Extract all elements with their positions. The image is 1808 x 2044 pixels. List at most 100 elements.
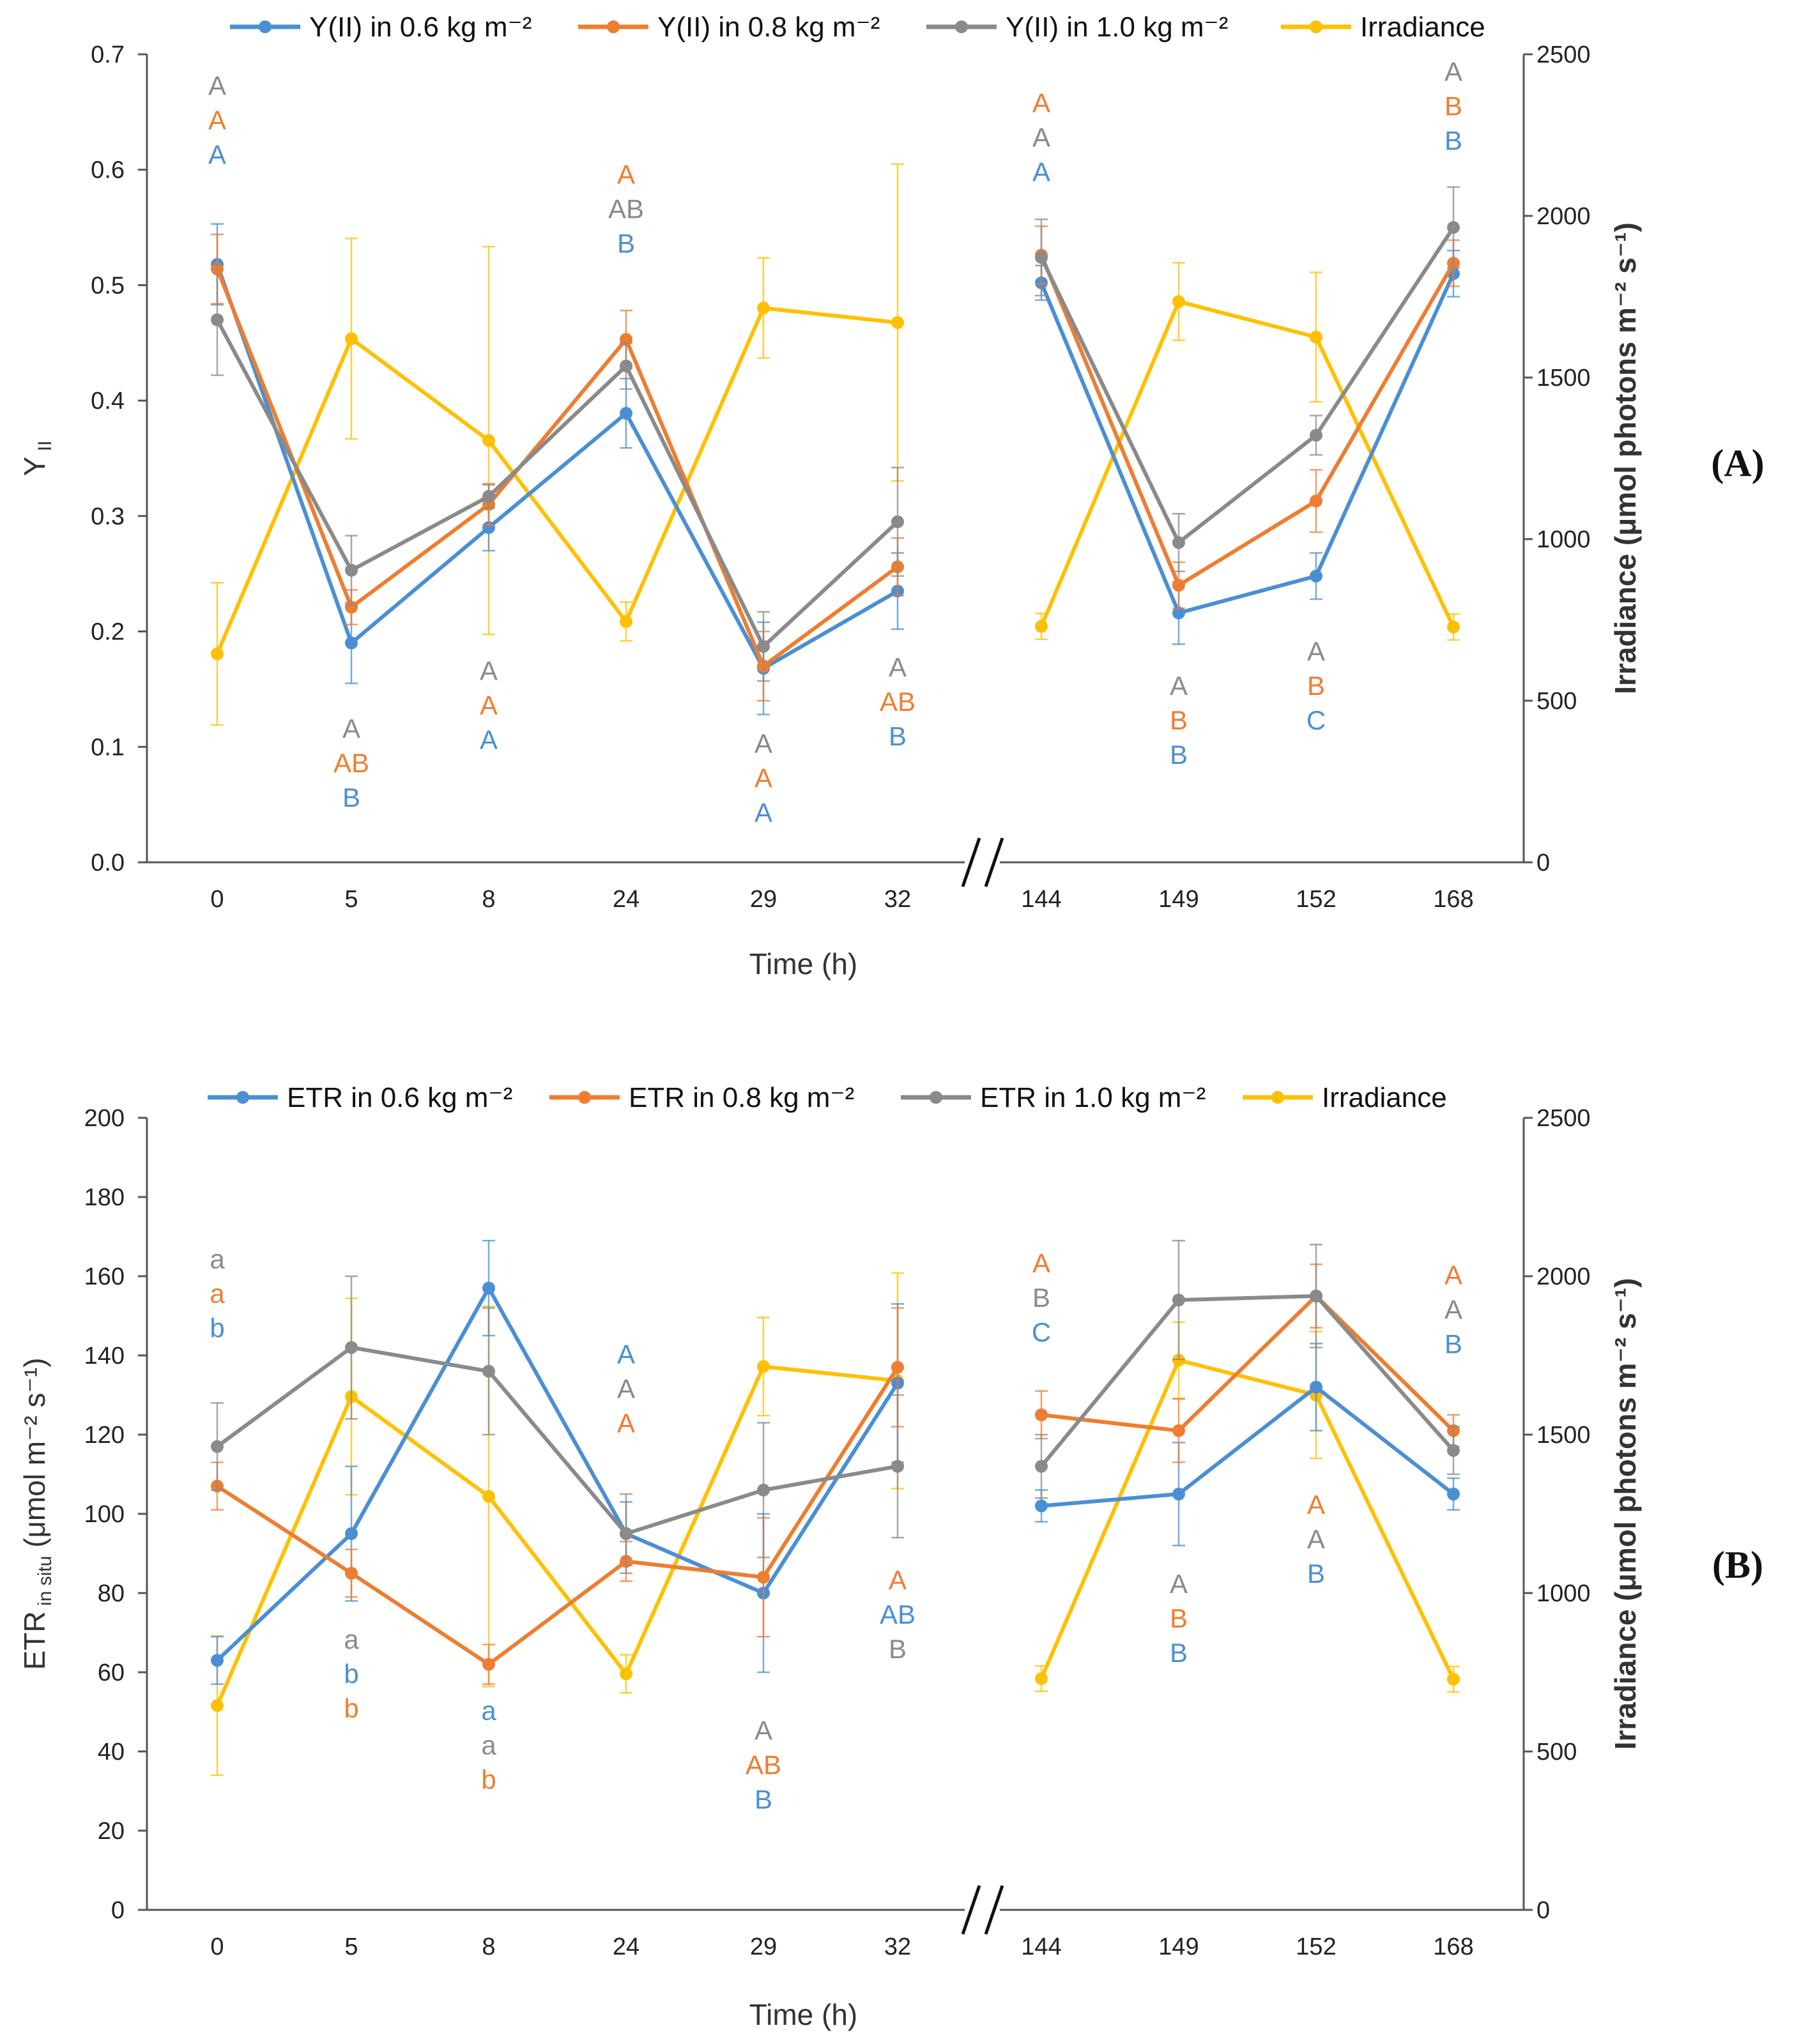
x-tick-label: 24 [613,1933,640,1960]
significance-letter: B [889,721,907,751]
series-line-segment-1 [215,263,899,671]
data-point [1035,620,1048,633]
x-tick-label: 144 [1021,886,1061,913]
significance-letter: A [1444,1260,1462,1290]
data-point [345,1341,358,1354]
legend-item: ETR in 1.0 kg m⁻² [901,1082,1206,1113]
chart-panel-a: 0.0 0.1 0.2 0.3 0.4 0.5 0.6 0.7 0 500 1000 1500 2000… [18,11,1765,980]
significance-letter: C [1032,1317,1051,1347]
significance-letter: B [755,1784,772,1814]
legend-item: Y(II) in 0.6 kg m⁻² [230,11,532,43]
x-tick-label: 8 [482,1933,495,1960]
y-tick-label-right: 1500 [1536,365,1591,392]
significance-letter: A [755,1715,772,1745]
axis-break-marker [961,837,1004,887]
data-point [1310,569,1322,583]
series-line-segment-1 [215,306,898,655]
x-tick-label: 29 [750,886,777,913]
legend-item: Irradiance [1243,1082,1447,1113]
significance-group: AAA [755,728,772,827]
significance-group: ABC [1032,1248,1051,1347]
data-point [345,1567,358,1580]
axis-break-marker [961,1885,1004,1935]
data-point [482,434,495,447]
series-line-segment-2 [1039,254,1455,588]
significance-group: A AB B [880,652,915,751]
series-line-segment-2 [1039,1294,1455,1468]
data-point [1035,1460,1048,1473]
y-tick-label-left: 0.6 [91,157,125,184]
series-line-segment-1 [216,1345,898,1536]
x-tick-label: 168 [1433,1933,1473,1960]
y-tick-label-left: 0.4 [91,388,125,415]
significance-letter: AB [608,194,644,224]
data-point [620,615,632,629]
y-tick-label-right: 500 [1536,1739,1577,1766]
series-s10 [211,186,1460,682]
significance-letter: b [344,1693,358,1723]
legend-label: ETR in 1.0 kg m⁻² [980,1082,1206,1113]
series-line-segment-2 [1039,226,1455,545]
data-point [757,640,770,653]
y-tick-label-left: 40 [98,1739,125,1766]
y-tick-label-right: 500 [1536,688,1577,715]
significance-letter: A [342,713,360,744]
y-axis-title-right: Irradiance (μmol photons m⁻² s⁻¹) [1609,1278,1642,1750]
y-tick-label-right: 2000 [1536,1263,1591,1290]
legend-label: Y(II) in 0.6 kg m⁻² [309,11,532,43]
y-tick-label-left: 180 [84,1184,125,1211]
significance-letter: A [617,1373,635,1403]
data-point [1310,1290,1322,1302]
x-tick-label: 8 [482,886,495,913]
x-tick-label: 32 [884,1933,911,1960]
y-tick-label-right: 0 [1536,850,1550,876]
significance-letter: A [889,1565,907,1595]
significance-letter: a [210,1244,225,1274]
x-tick-label: 5 [344,1933,358,1960]
significance-letter: AB [746,1750,781,1780]
significance-letter: b [210,1313,224,1343]
significance-letter: AB [880,687,915,717]
data-point [891,316,904,329]
data-point [1172,1424,1185,1437]
y-axis-title-sub: II [34,441,56,457]
significance-letter: A [889,652,907,682]
significance-group: A AB B [333,713,369,812]
significance-letter: A [1032,88,1050,118]
data-point [1172,579,1185,592]
y-tick-label-left: 200 [84,1105,125,1132]
y-tick-label-left: 60 [98,1659,125,1686]
y-tick-label-left: 20 [98,1818,125,1845]
significance-letter: a [210,1279,225,1309]
series-line-segment-2 [1039,1358,1455,1681]
x-tick-label: 0 [210,886,224,913]
significance-group: ABB [1170,1569,1188,1668]
data-point [211,1654,224,1667]
significance-group: AAA [480,655,498,754]
y-axis-title-left: Y II [18,441,56,477]
y-tick-label-left: 0 [111,1897,125,1924]
y-tick-label-left: 0.1 [91,734,125,761]
axis-break-slash-1 [961,1885,981,1935]
significance-letter: A [1032,122,1050,152]
series-s10 [211,1239,1460,1575]
significance-group: AAA [1032,88,1050,187]
y-axis-title-right: Irradiance (μmol photons m⁻² s⁻¹) [1609,222,1642,694]
significance-group: A AB B [608,159,644,258]
significance-letter: B [1170,1638,1188,1668]
significance-letter: C [1306,705,1326,735]
series-line-segment-1 [215,1364,898,1707]
significance-letter: B [1444,1329,1462,1359]
x-tick-label: 168 [1433,886,1473,913]
y-tick-label-left: 100 [84,1501,125,1528]
y-tick-label-right: 1500 [1536,1422,1591,1449]
significance-letter: a [344,1624,359,1654]
significance-letter: A [755,797,772,827]
significance-group: AAA [617,1339,635,1438]
y-axis-title-main: Y [18,457,51,477]
significance-letter: B [1170,1603,1188,1633]
significance-letter: AB [880,1599,915,1629]
y-axis-title-main: ETR [18,1611,51,1670]
significance-letter: AB [333,748,369,778]
y-tick-label-left: 0.5 [91,272,125,299]
